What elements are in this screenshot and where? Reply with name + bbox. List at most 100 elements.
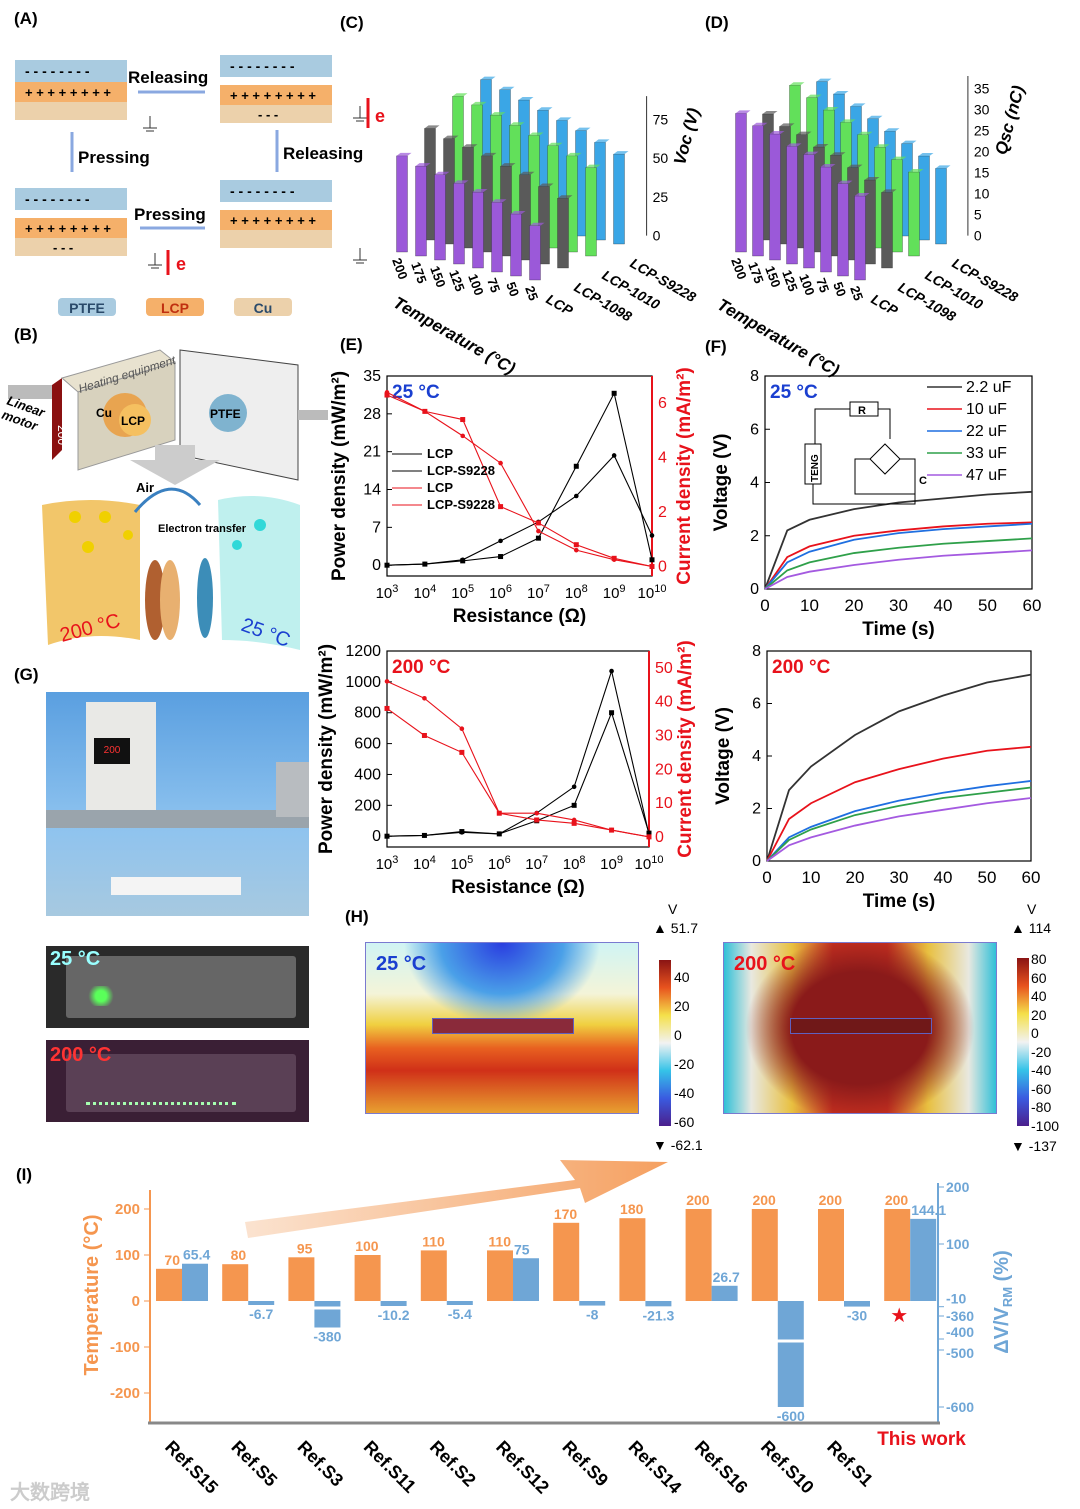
x-tick: 106 [488, 854, 511, 873]
series-line-LCP [386, 391, 653, 568]
legend-label-ptfe: PTFE [69, 300, 105, 316]
temp-tick: 50 [830, 280, 849, 299]
bar-top [585, 164, 601, 168]
bar-top [796, 131, 812, 135]
y-tick: 0 [372, 557, 381, 574]
category-label: Ref.S3 [294, 1437, 348, 1491]
pressing-label: Pressing [134, 205, 206, 224]
bar-top [510, 211, 526, 214]
data-point [573, 542, 579, 548]
data-point [611, 453, 617, 458]
chart-e-200c: 103 104 105 106 107 108 109 1010020040060080010… [316, 640, 696, 898]
temp-axis-label: Temperature (°C) [714, 295, 843, 380]
y2-tick: 0 [655, 829, 664, 846]
bar-top [499, 86, 515, 90]
temp-tick: 100 [796, 272, 818, 298]
bar-dv-Ref.S14 [645, 1301, 672, 1307]
y-tick: 0 [750, 581, 759, 598]
bar-dv-Ref.S16 [711, 1285, 738, 1301]
x-tick: 60 [1023, 596, 1042, 615]
z-axis-label: Qsc (nC) [991, 83, 1028, 157]
y-tick: 35 [363, 368, 381, 385]
x-tick: 109 [603, 583, 626, 602]
bar-label-temperature: 200 [686, 1192, 710, 1208]
legend-label: 33 uF [966, 445, 1007, 462]
linear-motor [52, 378, 62, 460]
panel-label-e: (E) [340, 335, 363, 354]
colorbar-tick: -60 [1031, 1080, 1052, 1097]
bar-LCP-50 [837, 183, 849, 277]
bar-dv-Ref.S15 [182, 1263, 208, 1301]
bar-LCP-1098-50 [864, 179, 876, 265]
y-tick: -100 [110, 1339, 140, 1356]
bar-temperature-Ref.S3 [288, 1257, 315, 1301]
panel-label-f: (F) [705, 337, 727, 356]
chart-f-200c: 0 10 20 30 40 50 60 0 2 4 6 8 Time (s) Voltage (V) 200… [713, 643, 1040, 912]
data-point [421, 832, 427, 838]
bar-top [935, 165, 951, 169]
charge-row: - - - - - - - - [230, 183, 295, 199]
y-tick: 8 [752, 643, 761, 660]
temp-axis-label: Temperature (°C) [390, 293, 519, 378]
bar-dv-Ref.S12 [513, 1258, 539, 1301]
electron-label: e [375, 106, 385, 126]
bar-top [491, 199, 507, 203]
bar-top [789, 82, 805, 86]
bar-top [472, 189, 488, 193]
chart-title: 25 °C [770, 382, 818, 403]
bar-temperature-Ref.S16 [685, 1209, 712, 1301]
bar-LCP-100 [803, 154, 815, 269]
pressing-label: Pressing [78, 148, 150, 167]
bar-label-temperature: 95 [297, 1240, 313, 1256]
panel-label-i: (I) [16, 1165, 32, 1184]
y2-tick: -400 [946, 1324, 974, 1340]
data-point [536, 528, 541, 534]
temp-tick: 25 [847, 284, 866, 303]
colorbar-tick: -20 [674, 1056, 695, 1072]
bar-LCP-25 [854, 195, 866, 281]
data-point [498, 460, 503, 466]
releasing-label: Releasing [128, 68, 208, 87]
temp-tick: 50 [503, 280, 522, 299]
data-point [496, 810, 502, 816]
x-tick: 104 [413, 854, 436, 873]
bar-LCP-1098-25 [557, 198, 569, 269]
bar-LCP-75 [491, 202, 503, 273]
motor-display: 200 [55, 425, 69, 445]
panel-label-b: (B) [14, 325, 38, 344]
bar-top [867, 115, 883, 119]
colorbar-tick: -20 [1031, 1043, 1052, 1060]
bar-LCP-S9228-50 [918, 155, 930, 241]
bar-LCP-200 [396, 155, 408, 253]
bar-top [762, 111, 778, 114]
x-tick: 105 [451, 583, 474, 602]
bar-top [613, 151, 629, 155]
bar-label-temperature: 80 [231, 1247, 247, 1263]
z-tick: 5 [974, 207, 982, 223]
bar-top [594, 139, 610, 143]
data-point [571, 820, 577, 826]
series-line-10uF [766, 745, 1032, 862]
x-tick: 10 [800, 596, 819, 615]
series-line-LCP-S9228 [386, 708, 650, 838]
bar-dv-Ref.S9 [579, 1301, 606, 1306]
data-point [421, 732, 427, 738]
bar-top [509, 122, 525, 126]
trend-arrow [245, 1160, 668, 1238]
y-tick: 6 [752, 696, 761, 713]
y2-tick: -600 [946, 1399, 974, 1415]
bar-label-temperature: 180 [620, 1201, 644, 1217]
bar-LCP-175 [415, 165, 427, 257]
x-tick: 104 [413, 583, 436, 602]
legend-label: LCP-S9228 [427, 497, 495, 512]
bar-label-dv: 144.1 [911, 1202, 946, 1218]
y-tick: 2 [750, 528, 759, 545]
charge-row: + + + + + + + + [230, 88, 316, 103]
bar-temperature-Ref.S5 [222, 1264, 249, 1301]
charge-row: - - - - - - - - [25, 191, 90, 207]
temp-tick: 150 [762, 264, 784, 290]
data-point [496, 831, 502, 837]
legend-label-cu: Cu [254, 300, 273, 316]
bar-top [840, 119, 856, 123]
